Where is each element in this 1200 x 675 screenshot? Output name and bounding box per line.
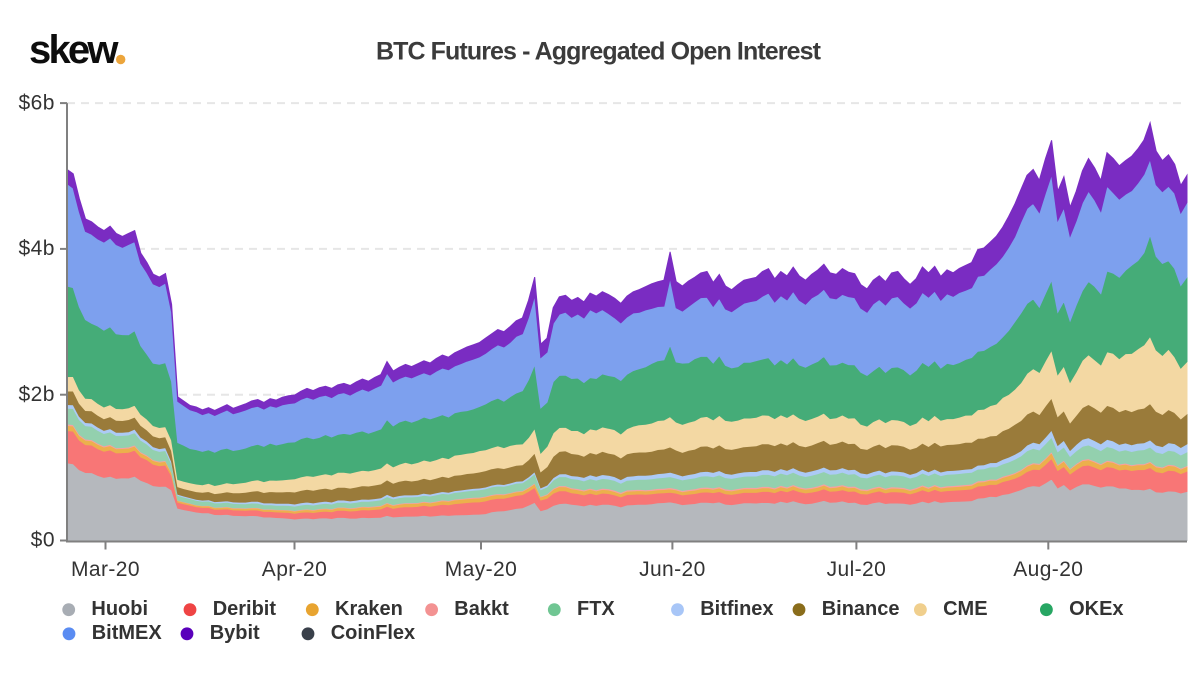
svg-text:$6b: $6b [18, 91, 55, 114]
svg-text:skew: skew [29, 28, 119, 72]
svg-text:BTC Futures - Aggregated Open: BTC Futures - Aggregated Open Interest [376, 38, 822, 66]
svg-text:Huobi: Huobi [91, 598, 148, 620]
svg-text:$0: $0 [31, 529, 55, 552]
svg-text:Binance: Binance [822, 598, 900, 620]
svg-text:Kraken: Kraken [335, 598, 403, 620]
svg-text:Jun-20: Jun-20 [639, 558, 706, 581]
svg-text:CoinFlex: CoinFlex [331, 622, 415, 644]
svg-text:Bitfinex: Bitfinex [700, 598, 773, 620]
svg-text:Mar-20: Mar-20 [71, 558, 140, 581]
svg-text:Bakkt: Bakkt [454, 598, 509, 620]
svg-text:Bybit: Bybit [210, 622, 260, 644]
svg-text:CME: CME [943, 598, 987, 620]
svg-text:May-20: May-20 [445, 558, 517, 581]
svg-text:$2b: $2b [18, 383, 55, 406]
svg-text:OKEx: OKEx [1069, 598, 1123, 620]
svg-text:FTX: FTX [577, 598, 615, 620]
svg-text:$4b: $4b [18, 237, 55, 260]
svg-text:Aug-20: Aug-20 [1013, 558, 1083, 581]
svg-text:Apr-20: Apr-20 [262, 558, 327, 581]
svg-text:Deribit: Deribit [213, 598, 277, 620]
svg-text:BitMEX: BitMEX [92, 622, 163, 644]
svg-text:Jul-20: Jul-20 [827, 558, 887, 581]
